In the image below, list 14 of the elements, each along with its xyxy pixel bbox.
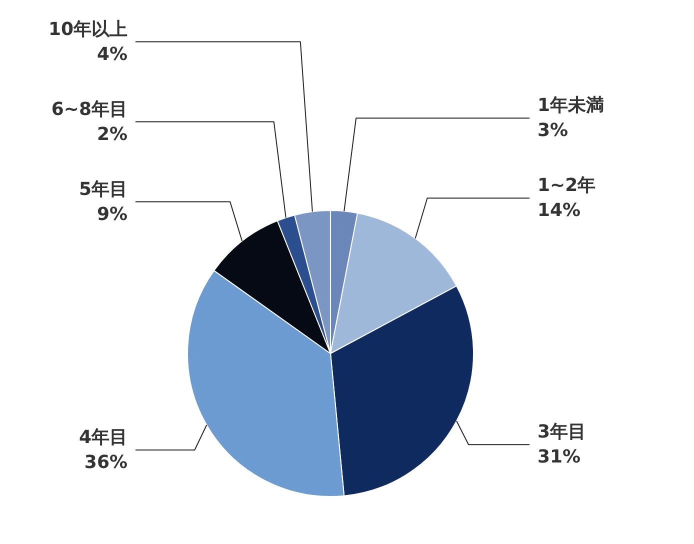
data-label: 36% — [84, 452, 128, 473]
slice-label: 1年未満 — [538, 95, 604, 116]
slice-label: 3年目 — [538, 422, 586, 443]
slice-label: 6~8年目 — [51, 98, 128, 120]
slice-label: 1~2年 — [538, 175, 596, 196]
slice-label: 5年目 — [78, 178, 128, 200]
data-label: 14% — [538, 200, 581, 222]
data-label: 3% — [538, 120, 568, 142]
data-label: 4% — [96, 44, 128, 65]
slice-label: 4年目 — [78, 427, 128, 448]
slice-label: 10年以上 — [48, 18, 128, 40]
data-label: 9% — [96, 204, 128, 225]
data-label: 2% — [96, 124, 128, 145]
data-label: 31% — [538, 446, 581, 468]
